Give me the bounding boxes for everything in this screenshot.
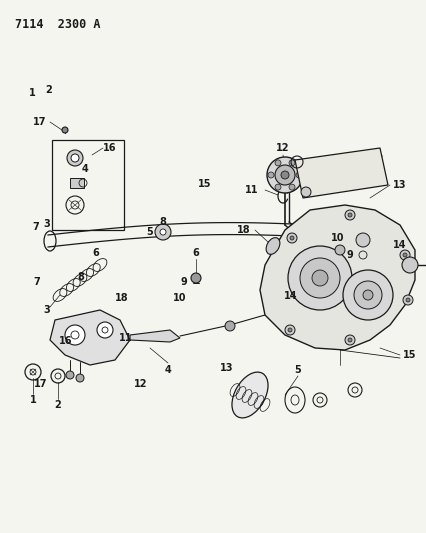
Circle shape xyxy=(399,250,409,260)
Text: 7114  2300 A: 7114 2300 A xyxy=(15,18,100,31)
Circle shape xyxy=(67,150,83,166)
Text: 3: 3 xyxy=(43,305,50,315)
Circle shape xyxy=(334,245,344,255)
Text: 6: 6 xyxy=(92,248,99,258)
Text: 4: 4 xyxy=(164,365,171,375)
Circle shape xyxy=(289,236,294,240)
Text: 8: 8 xyxy=(78,272,84,282)
Text: 8: 8 xyxy=(159,217,166,227)
Circle shape xyxy=(160,229,166,235)
Text: 15: 15 xyxy=(402,350,416,360)
Circle shape xyxy=(286,233,296,243)
Circle shape xyxy=(288,184,294,190)
Circle shape xyxy=(344,210,354,220)
Text: 1: 1 xyxy=(29,395,36,405)
Circle shape xyxy=(274,160,280,166)
Text: 2: 2 xyxy=(55,400,61,410)
Text: 10: 10 xyxy=(331,233,344,243)
Text: 17: 17 xyxy=(34,379,47,389)
Text: 15: 15 xyxy=(198,179,211,189)
Text: 7: 7 xyxy=(32,222,39,232)
Polygon shape xyxy=(294,148,387,198)
Circle shape xyxy=(355,233,369,247)
Text: 13: 13 xyxy=(219,363,233,373)
Circle shape xyxy=(97,322,113,338)
Text: 18: 18 xyxy=(236,225,250,235)
Polygon shape xyxy=(259,205,414,350)
Bar xyxy=(70,178,84,188)
Circle shape xyxy=(280,171,288,179)
Ellipse shape xyxy=(231,372,268,418)
Circle shape xyxy=(311,270,327,286)
Circle shape xyxy=(362,290,372,300)
Text: 18: 18 xyxy=(115,294,128,303)
Circle shape xyxy=(288,160,294,166)
Circle shape xyxy=(274,184,280,190)
Circle shape xyxy=(71,154,79,162)
Text: 5: 5 xyxy=(294,365,301,375)
Circle shape xyxy=(268,172,273,178)
Polygon shape xyxy=(130,330,180,342)
Circle shape xyxy=(344,335,354,345)
Text: 16: 16 xyxy=(59,336,73,346)
Text: 10: 10 xyxy=(172,294,186,303)
Circle shape xyxy=(299,258,339,298)
Circle shape xyxy=(353,281,381,309)
Circle shape xyxy=(66,371,74,379)
Text: 12: 12 xyxy=(134,379,147,389)
Circle shape xyxy=(295,172,301,178)
Circle shape xyxy=(225,321,234,331)
Text: 5: 5 xyxy=(146,227,153,237)
Circle shape xyxy=(347,338,351,342)
Circle shape xyxy=(65,325,85,345)
Circle shape xyxy=(342,270,392,320)
Polygon shape xyxy=(50,310,130,365)
Text: 14: 14 xyxy=(392,240,406,250)
Circle shape xyxy=(401,257,417,273)
Circle shape xyxy=(287,246,351,310)
Ellipse shape xyxy=(265,238,279,254)
Circle shape xyxy=(300,187,310,197)
Circle shape xyxy=(402,295,412,305)
Text: 3: 3 xyxy=(43,219,50,229)
Text: 14: 14 xyxy=(283,291,296,301)
Circle shape xyxy=(287,328,291,332)
Circle shape xyxy=(274,165,294,185)
Circle shape xyxy=(266,157,302,193)
Text: 6: 6 xyxy=(192,248,199,258)
Circle shape xyxy=(402,253,406,257)
Text: 1: 1 xyxy=(29,88,35,98)
Text: 7: 7 xyxy=(33,278,40,287)
Text: 17: 17 xyxy=(33,117,46,127)
Text: 12: 12 xyxy=(276,143,289,153)
Bar xyxy=(52,140,124,230)
Circle shape xyxy=(190,273,201,283)
Text: 16: 16 xyxy=(103,143,116,153)
Circle shape xyxy=(155,224,170,240)
Circle shape xyxy=(284,325,294,335)
Text: 13: 13 xyxy=(392,180,406,190)
Text: 2: 2 xyxy=(46,85,52,94)
Circle shape xyxy=(62,127,68,133)
Text: 9: 9 xyxy=(180,278,187,287)
Circle shape xyxy=(347,213,351,217)
Text: 11: 11 xyxy=(119,334,132,343)
Text: 11: 11 xyxy=(245,185,258,195)
Circle shape xyxy=(76,374,84,382)
Text: 9: 9 xyxy=(346,250,353,260)
Text: 4: 4 xyxy=(82,165,89,174)
Circle shape xyxy=(405,298,409,302)
